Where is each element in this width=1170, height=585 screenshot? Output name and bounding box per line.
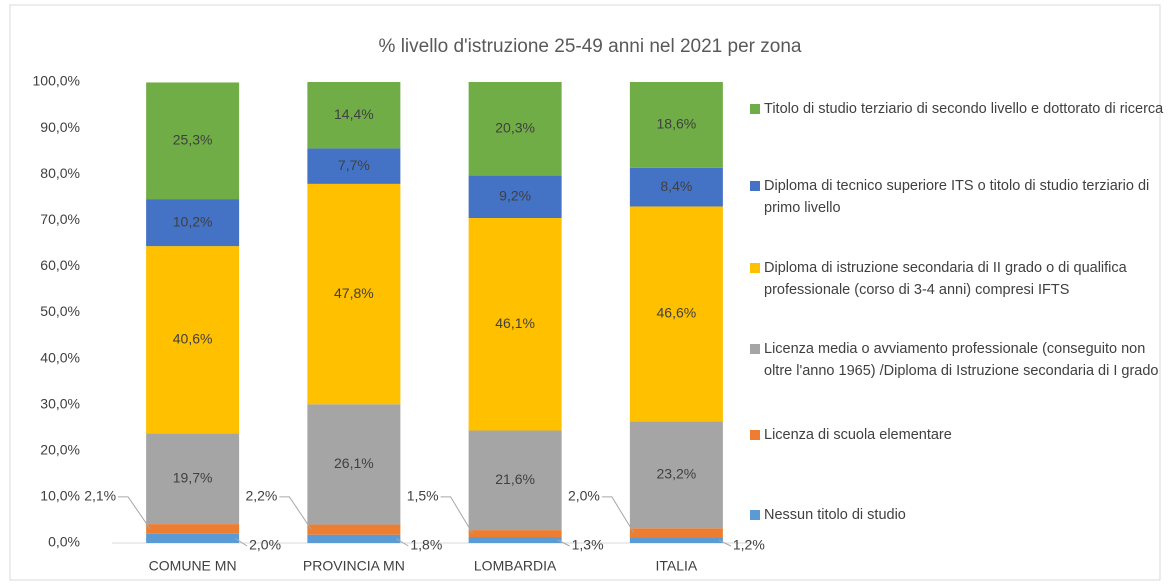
bar-segment: [146, 246, 240, 434]
legend-label: Diploma di istruzione secondaria di II g…: [764, 260, 1127, 298]
bar-segment: [307, 148, 401, 184]
data-label: 23,2%: [657, 465, 697, 481]
data-label: 7,7%: [338, 157, 370, 173]
y-tick-label: 10,0%: [40, 488, 80, 504]
data-label: 14,4%: [334, 106, 374, 122]
data-label: 2,0%: [249, 537, 281, 553]
data-label: 47,8%: [334, 285, 374, 301]
bar-segment: [629, 82, 723, 168]
data-label: 2,2%: [245, 488, 277, 504]
x-tick-label: COMUNE MN: [149, 558, 237, 574]
bar-segment: [146, 533, 240, 543]
leader-line: [601, 496, 635, 534]
leader-line: [279, 496, 312, 530]
x-tick-label: ITALIA: [655, 558, 697, 574]
legend-item: Diploma di istruzione secondaria di II g…: [750, 257, 1170, 301]
data-label: 2,1%: [84, 488, 116, 504]
y-tick-label: 50,0%: [40, 303, 80, 319]
bar-segment: [468, 82, 562, 176]
bar-segment: [146, 199, 240, 247]
data-label: 2,0%: [568, 488, 600, 504]
bar-segment: [468, 537, 562, 543]
data-label: 10,2%: [173, 213, 213, 229]
leader-line: [718, 539, 732, 547]
data-label: 9,2%: [499, 187, 531, 203]
y-tick-label: 40,0%: [40, 349, 80, 365]
data-label: 8,4%: [660, 178, 692, 194]
x-tick-label: LOMBARDIA: [474, 558, 557, 574]
data-label: 46,1%: [495, 315, 535, 331]
y-tick-label: 0,0%: [48, 534, 80, 550]
bar-segment: [629, 537, 723, 543]
data-label: 20,3%: [495, 119, 535, 135]
legend-swatch: [750, 181, 760, 191]
legend-item: Nessun titolo di studio: [750, 504, 1170, 526]
legend-item: Licenza di scuola elementare: [750, 424, 1170, 446]
y-tick-label: 80,0%: [40, 165, 80, 181]
data-label: 1,2%: [733, 537, 765, 553]
bar-segment: [307, 534, 401, 543]
data-label: 40,6%: [173, 330, 213, 346]
y-tick-label: 90,0%: [40, 119, 80, 135]
chart-title: % livello d'istruzione 25-49 anni nel 20…: [379, 36, 802, 57]
data-label: 18,6%: [657, 116, 697, 132]
legend-swatch: [750, 104, 760, 114]
leader-line: [234, 537, 248, 547]
leader-line: [557, 539, 570, 547]
y-tick-label: 100,0%: [33, 73, 80, 89]
data-label: 21,6%: [495, 471, 535, 487]
leader-line: [396, 538, 409, 547]
data-label: 26,1%: [334, 455, 374, 471]
bar-segment: [307, 183, 401, 405]
data-label: 1,3%: [572, 537, 604, 553]
y-tick-label: 20,0%: [40, 442, 80, 458]
bar-segment: [146, 82, 240, 200]
legend-label: Licenza di scuola elementare: [764, 427, 952, 443]
x-tick-label: PROVINCIA MN: [303, 558, 405, 574]
y-tick-label: 30,0%: [40, 395, 80, 411]
data-label: 1,8%: [410, 537, 442, 553]
legend-item: Diploma di tecnico superiore ITS o titol…: [750, 175, 1170, 219]
legend-item: Licenza media o avviamento professionale…: [750, 338, 1170, 382]
legend-item: Titolo di studio terziario di secondo li…: [750, 98, 1170, 120]
bar-segment: [468, 530, 562, 538]
bar-segment: [629, 206, 723, 422]
bar-segment: [629, 167, 723, 207]
data-label: 19,7%: [173, 469, 213, 485]
leader-line: [118, 496, 151, 530]
y-tick-label: 60,0%: [40, 257, 80, 273]
legend-label: Nessun titolo di studio: [764, 507, 906, 523]
bar-segment: [468, 217, 562, 431]
data-label: 46,6%: [657, 305, 697, 321]
legend-swatch: [750, 430, 760, 440]
bar-segment: [307, 524, 401, 535]
bar-segment: [468, 430, 562, 531]
bar-segment: [146, 524, 240, 534]
bar-segment: [146, 433, 240, 525]
bar-segment: [629, 528, 723, 538]
leader-line: [440, 496, 474, 534]
y-tick-label: 70,0%: [40, 211, 80, 227]
bar-segment: [307, 404, 401, 525]
bar-segment: [629, 421, 723, 529]
legend-swatch: [750, 263, 760, 273]
legend-label: Diploma di tecnico superiore ITS o titol…: [764, 178, 1150, 216]
legend-swatch: [750, 510, 760, 520]
legend-label: Licenza media o avviamento professionale…: [764, 341, 1159, 379]
legend-label: Titolo di studio terziario di secondo li…: [764, 101, 1164, 117]
data-label: 1,5%: [407, 488, 439, 504]
legend-swatch: [750, 344, 760, 354]
data-label: 25,3%: [173, 131, 213, 147]
bar-segment: [307, 82, 401, 149]
bar-segment: [468, 175, 562, 218]
